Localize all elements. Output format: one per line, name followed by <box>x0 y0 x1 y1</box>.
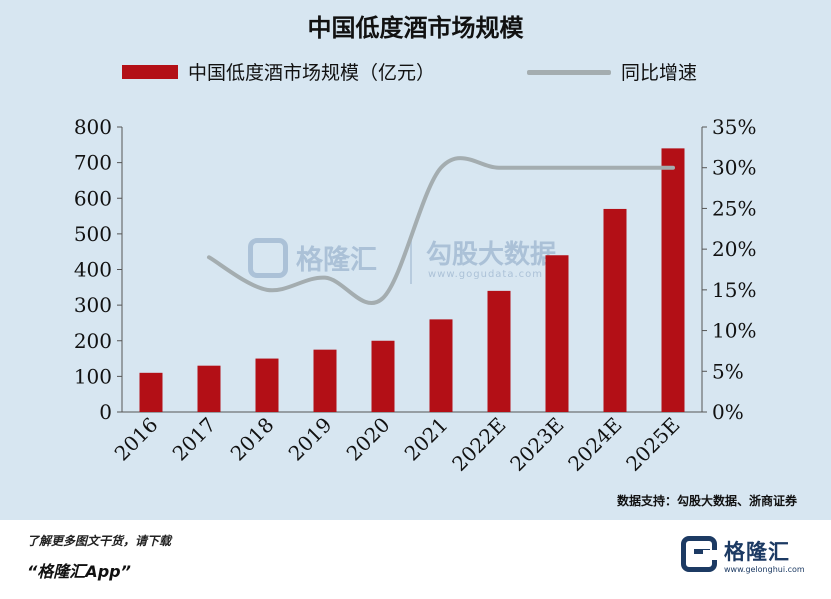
x-tick-label: 2019 <box>284 413 337 466</box>
watermark-divider <box>410 234 412 284</box>
legend-bar-swatch <box>122 65 178 79</box>
y-right-tick-label: 0% <box>712 400 744 424</box>
y-left-tick-label: 700 <box>74 151 112 175</box>
x-tick-label: 2017 <box>168 413 221 466</box>
bar <box>313 349 337 412</box>
y-right-tick-label: 20% <box>712 237 756 261</box>
bar <box>255 358 279 412</box>
bar <box>545 255 569 412</box>
bar <box>661 148 685 412</box>
y-left-tick-label: 800 <box>74 115 112 139</box>
logo-url: www.gelonghui.com <box>724 565 805 574</box>
bar <box>139 372 163 412</box>
watermark-brand2: 勾股大数据 <box>426 240 557 270</box>
legend: 中国低度酒市场规模（亿元） 同比增速 <box>0 56 831 86</box>
x-tick-label: 2022E <box>447 413 510 476</box>
chart: 0 100 200 300 400 500 600 700 800 0% 5% 10% 15% 20% 25… <box>74 115 757 476</box>
y-right-tick-label: 5% <box>712 359 744 383</box>
x-tick-label: 2023E <box>505 413 568 476</box>
bar <box>603 208 627 412</box>
legend-bar-label: 中国低度酒市场规模（亿元） <box>188 62 436 84</box>
logo-text: 格隆汇 <box>724 540 790 564</box>
y-right-tick-label: 30% <box>712 156 756 180</box>
source-note: 数据支持：勾股大数据、浙商证券 <box>616 494 797 508</box>
chart-title: 中国低度酒市场规模 <box>307 14 524 42</box>
x-tick-label: 2021 <box>400 413 453 466</box>
y-right-tick-label: 35% <box>712 115 756 139</box>
y-right-tick-label: 10% <box>712 319 756 343</box>
y-left-tick-label: 600 <box>74 186 112 210</box>
promo-line-1: 了解更多图文干货，请下载 <box>27 534 172 548</box>
growth-line <box>207 156 675 306</box>
y-left-tick-label: 300 <box>74 293 112 317</box>
x-tick-label: 2018 <box>226 413 279 466</box>
x-tick-label: 2016 <box>110 413 163 466</box>
bar <box>487 290 511 412</box>
y-right-tick-label: 15% <box>712 278 756 302</box>
y-left-tick-label: 0 <box>99 400 112 424</box>
logo-g-icon <box>681 536 717 572</box>
promo-line-2[interactable]: “格隆汇App” <box>27 562 131 581</box>
y-right-tick-label: 25% <box>712 196 756 220</box>
x-tick-label: 2025E <box>621 413 684 476</box>
watermark-logo-icon <box>248 238 288 278</box>
y-left-tick-label: 100 <box>74 364 112 388</box>
y-left-tick-label: 200 <box>74 329 112 353</box>
y-left-tick-label: 400 <box>74 258 112 282</box>
legend-line-swatch <box>527 70 611 75</box>
footer: 了解更多图文干货，请下载 “格隆汇App” 格隆汇 www.gelonghui.… <box>0 520 831 599</box>
bar <box>371 340 395 412</box>
x-tick-label: 2024E <box>563 413 626 476</box>
bar <box>197 365 221 412</box>
legend-line-label: 同比增速 <box>621 62 698 84</box>
brand-logo[interactable]: 格隆汇 www.gelonghui.com <box>681 534 805 582</box>
watermark-brand: 格隆汇 <box>296 245 377 276</box>
watermark: 格隆汇 勾股大数据 www.gogudata.com <box>248 232 588 292</box>
bar <box>429 319 453 412</box>
x-tick-label: 2020 <box>342 413 395 466</box>
watermark-url: www.gogudata.com <box>428 269 544 280</box>
y-left-tick-label: 500 <box>74 222 112 246</box>
